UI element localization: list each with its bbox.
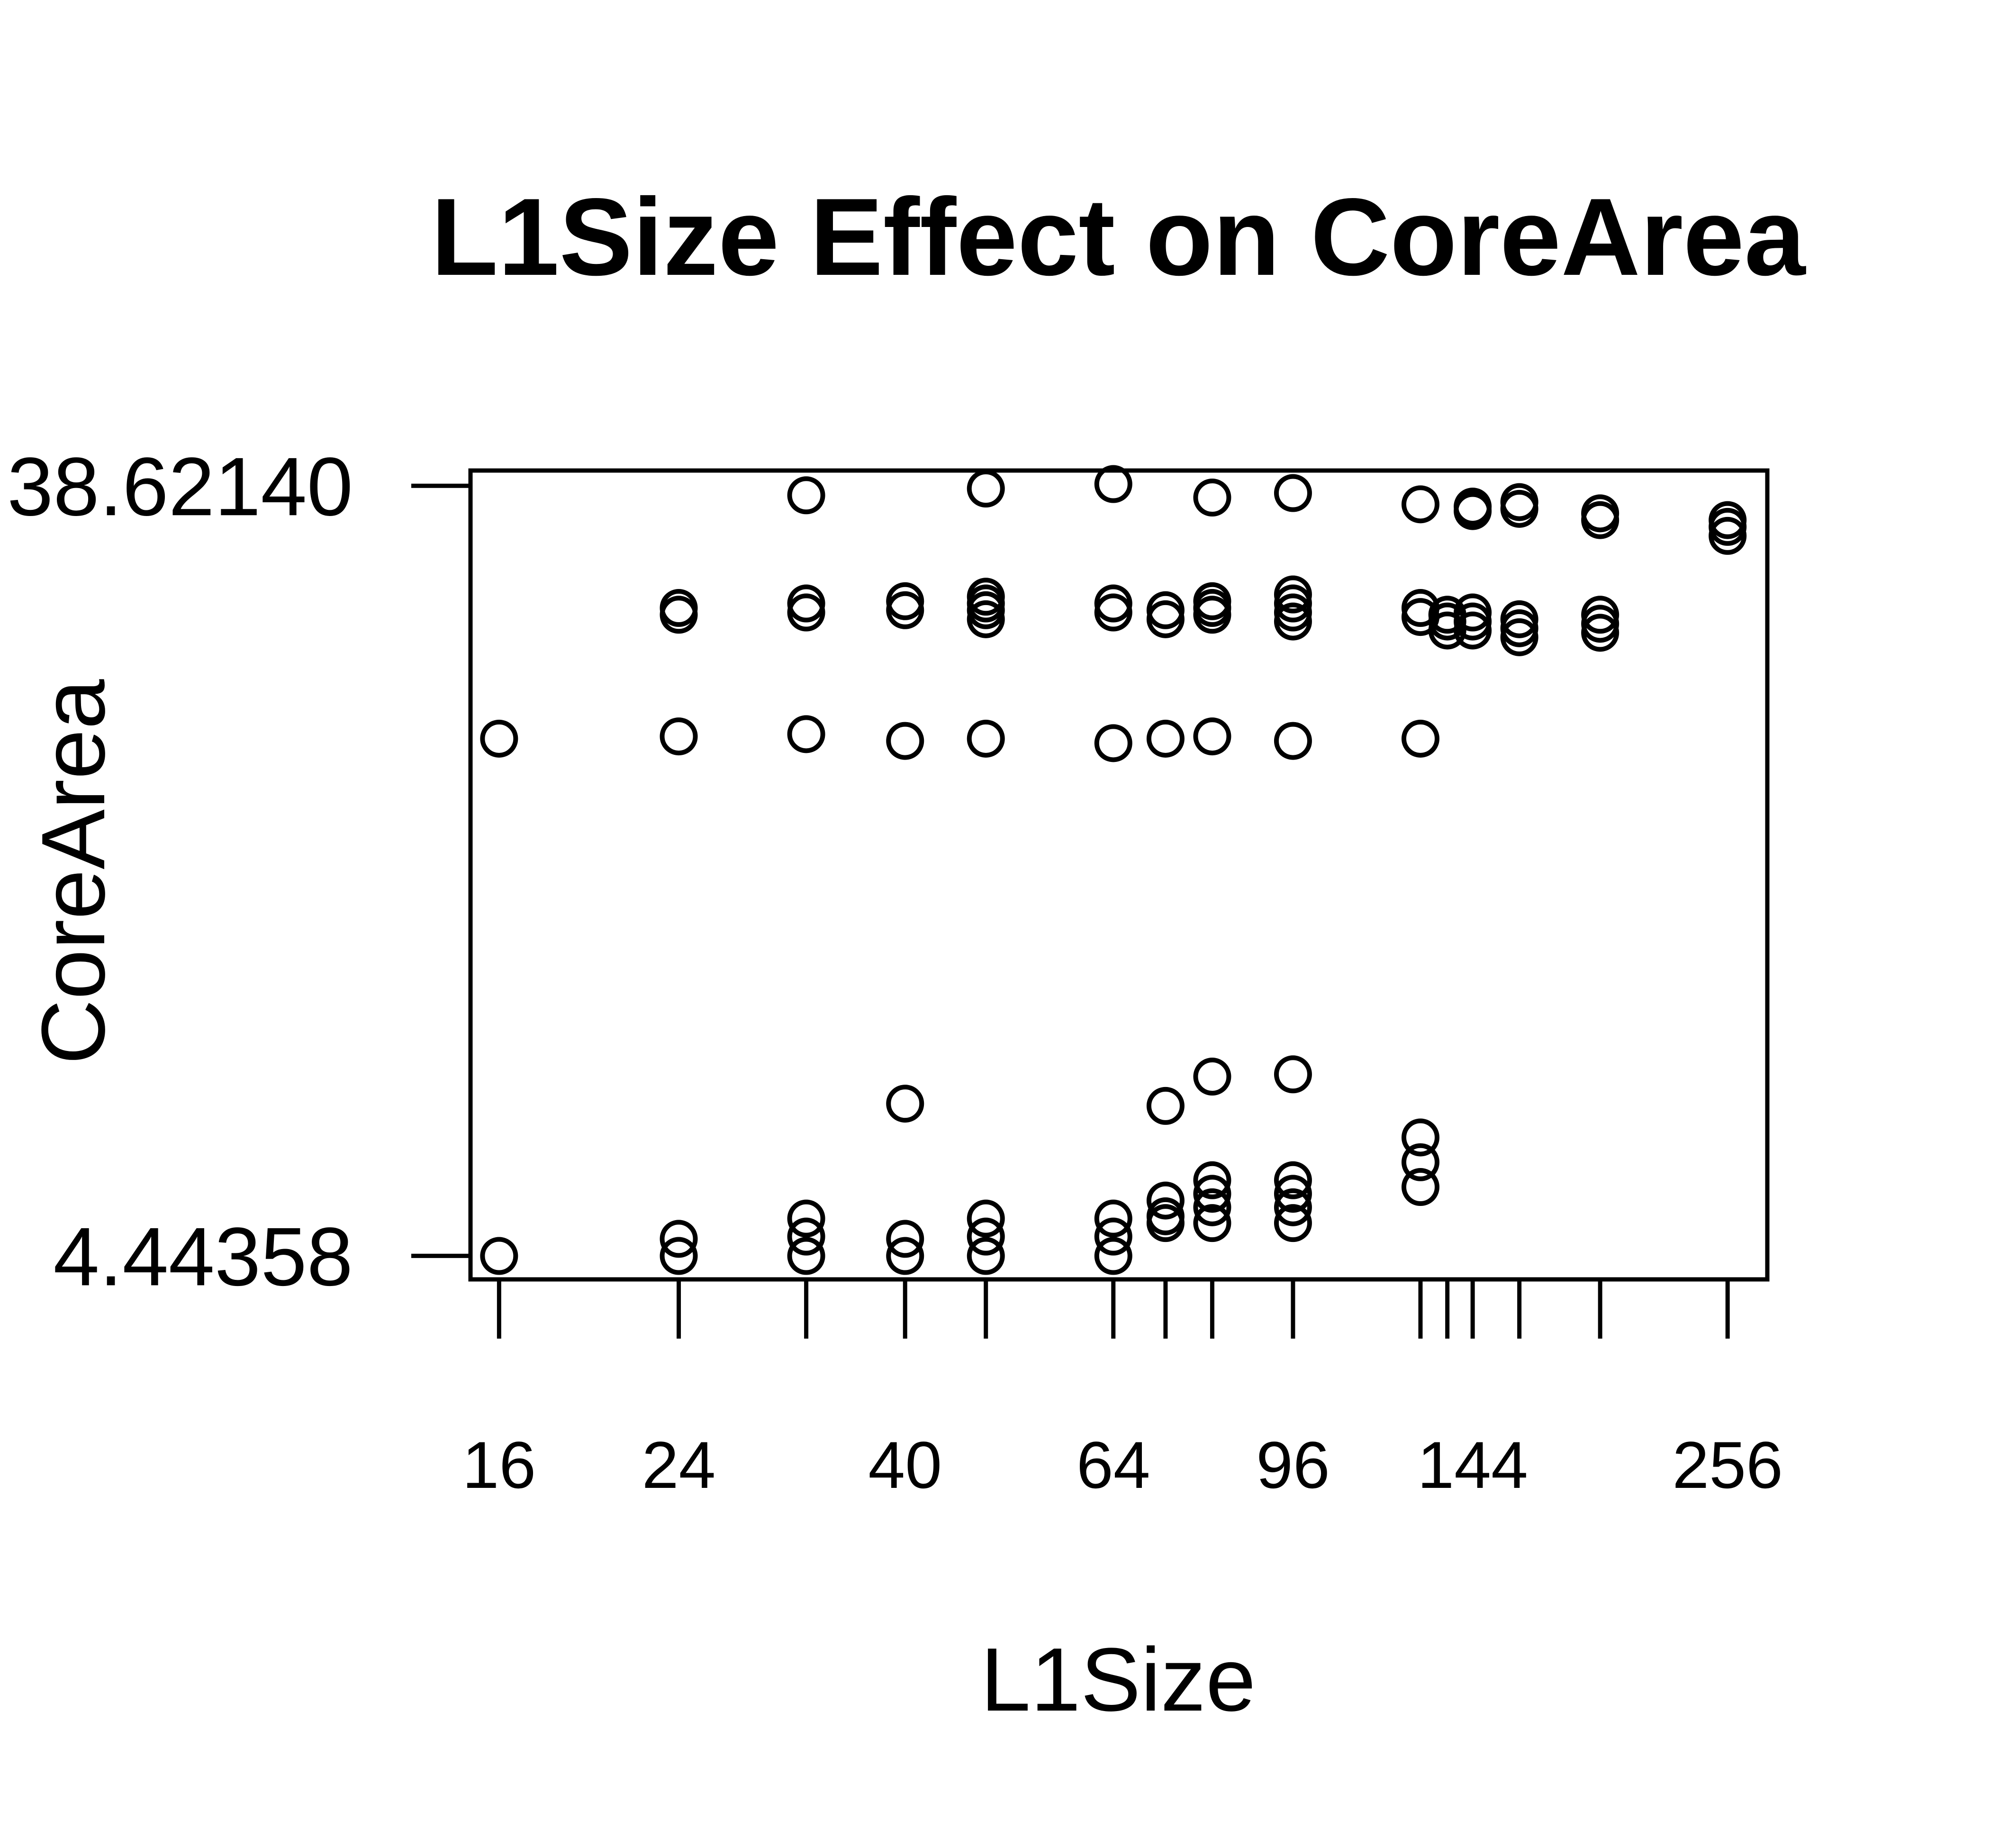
- data-point: [1193, 582, 1231, 620]
- data-point: [660, 717, 698, 756]
- x-tick-label: 24: [642, 1428, 716, 1502]
- data-point: [787, 476, 825, 515]
- data-point: [1500, 600, 1538, 638]
- x-tick-label: 96: [1256, 1428, 1330, 1502]
- data-point: [1401, 1168, 1439, 1206]
- data-point: [787, 1199, 825, 1238]
- y-tick-label: 38.62140: [7, 441, 353, 533]
- data-point: [660, 589, 698, 627]
- data-point: [1193, 479, 1231, 517]
- data-point: [1274, 1175, 1312, 1213]
- data-point: [1274, 722, 1312, 760]
- data-point: [886, 582, 924, 620]
- data-points: [480, 465, 1747, 1275]
- data-point: [1274, 474, 1312, 512]
- data-point: [1094, 1217, 1132, 1256]
- data-point: [660, 1237, 698, 1275]
- data-point: [1581, 494, 1619, 533]
- data-point: [1193, 1175, 1231, 1213]
- data-point: [1094, 1199, 1132, 1238]
- data-point: [886, 1237, 924, 1275]
- data-point: [1274, 1055, 1312, 1094]
- data-point: [967, 578, 1005, 616]
- data-point: [1401, 1118, 1439, 1157]
- data-point: [1193, 1204, 1231, 1242]
- data-point: [1094, 1237, 1132, 1275]
- chart-title: L1Size Effect on CoreArea: [431, 176, 1807, 299]
- data-point: [1581, 596, 1619, 634]
- x-tick-label: 256: [1672, 1428, 1783, 1502]
- data-point: [1146, 719, 1185, 758]
- data-point: [787, 584, 825, 623]
- data-point: [1146, 1087, 1185, 1125]
- y-axis-ticks: 38.62140 4.44358: [7, 441, 470, 1303]
- data-point: [1274, 575, 1312, 614]
- data-point: [886, 722, 924, 760]
- x-tick-label: 144: [1417, 1428, 1528, 1502]
- data-point: [886, 1220, 924, 1258]
- data-point: [1193, 1188, 1231, 1226]
- data-point: [1193, 717, 1231, 756]
- x-tick-label: 40: [868, 1428, 942, 1502]
- data-point: [787, 1217, 825, 1256]
- data-point: [1401, 719, 1439, 758]
- data-point: [1454, 593, 1492, 632]
- data-point: [1146, 1204, 1185, 1242]
- data-point: [1094, 465, 1132, 503]
- data-point: [1274, 1204, 1312, 1242]
- data-point: [1401, 485, 1439, 524]
- data-point: [660, 1220, 698, 1258]
- data-point: [1709, 501, 1747, 539]
- data-point: [967, 470, 1005, 508]
- y-tick-label: 4.44358: [53, 1211, 353, 1303]
- x-axis-ticks: [497, 1279, 1730, 1339]
- data-point: [967, 1217, 1005, 1256]
- data-point: [787, 715, 825, 753]
- x-axis-title: L1Size: [981, 1630, 1256, 1730]
- plot-area-frame: [468, 468, 1770, 1282]
- data-point: [1500, 483, 1538, 521]
- data-point: [1454, 488, 1492, 526]
- data-point: [1274, 1161, 1312, 1199]
- data-point: [967, 1199, 1005, 1238]
- x-tick-label: 16: [462, 1428, 536, 1502]
- data-point: [787, 1237, 825, 1275]
- data-point: [967, 1237, 1005, 1275]
- x-axis-tick-labels: 16 24 40 64 96 144 256: [462, 1428, 1783, 1502]
- data-point: [1094, 724, 1132, 762]
- data-point: [967, 719, 1005, 758]
- data-point: [1193, 1058, 1231, 1096]
- data-point: [480, 1237, 518, 1275]
- data-point: [1193, 1161, 1231, 1199]
- data-point: [1401, 1143, 1439, 1181]
- x-tick-label: 64: [1076, 1428, 1150, 1502]
- data-point: [1274, 1188, 1312, 1226]
- data-point: [886, 1085, 924, 1123]
- y-axis-title: CoreArea: [23, 679, 124, 1064]
- data-point: [1094, 584, 1132, 623]
- data-point: [480, 719, 518, 758]
- data-point: [1146, 591, 1185, 629]
- data-point: [1146, 1181, 1185, 1220]
